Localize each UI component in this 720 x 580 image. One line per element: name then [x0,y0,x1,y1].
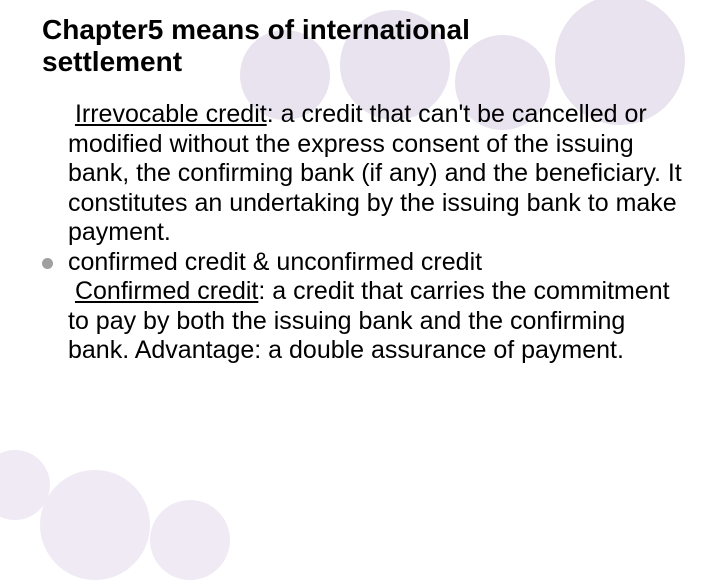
para1-indent [68,100,75,128]
decorative-circle [150,500,230,580]
paragraph-1: Irrevocable credit: a credit that can't … [68,100,688,248]
paragraph-2: Confirmed credit: a credit that carries … [68,277,688,366]
body-block: Irrevocable credit: a credit that can't … [42,100,688,366]
para2-term: Confirmed credit [75,277,258,305]
slide-content: Chapter5 means of international settleme… [0,0,720,386]
title-line-2: settlement [42,46,688,78]
bullet-item: confirmed credit & unconfirmed credit [68,248,688,278]
bullet-icon [42,258,53,269]
para1-term: Irrevocable credit [75,100,267,128]
bullet-text: confirmed credit & unconfirmed credit [68,248,482,276]
slide-title: Chapter5 means of international settleme… [42,14,688,78]
decorative-circle [40,470,150,580]
title-line-1: Chapter5 means of international [42,14,688,46]
para2-indent [68,277,75,305]
